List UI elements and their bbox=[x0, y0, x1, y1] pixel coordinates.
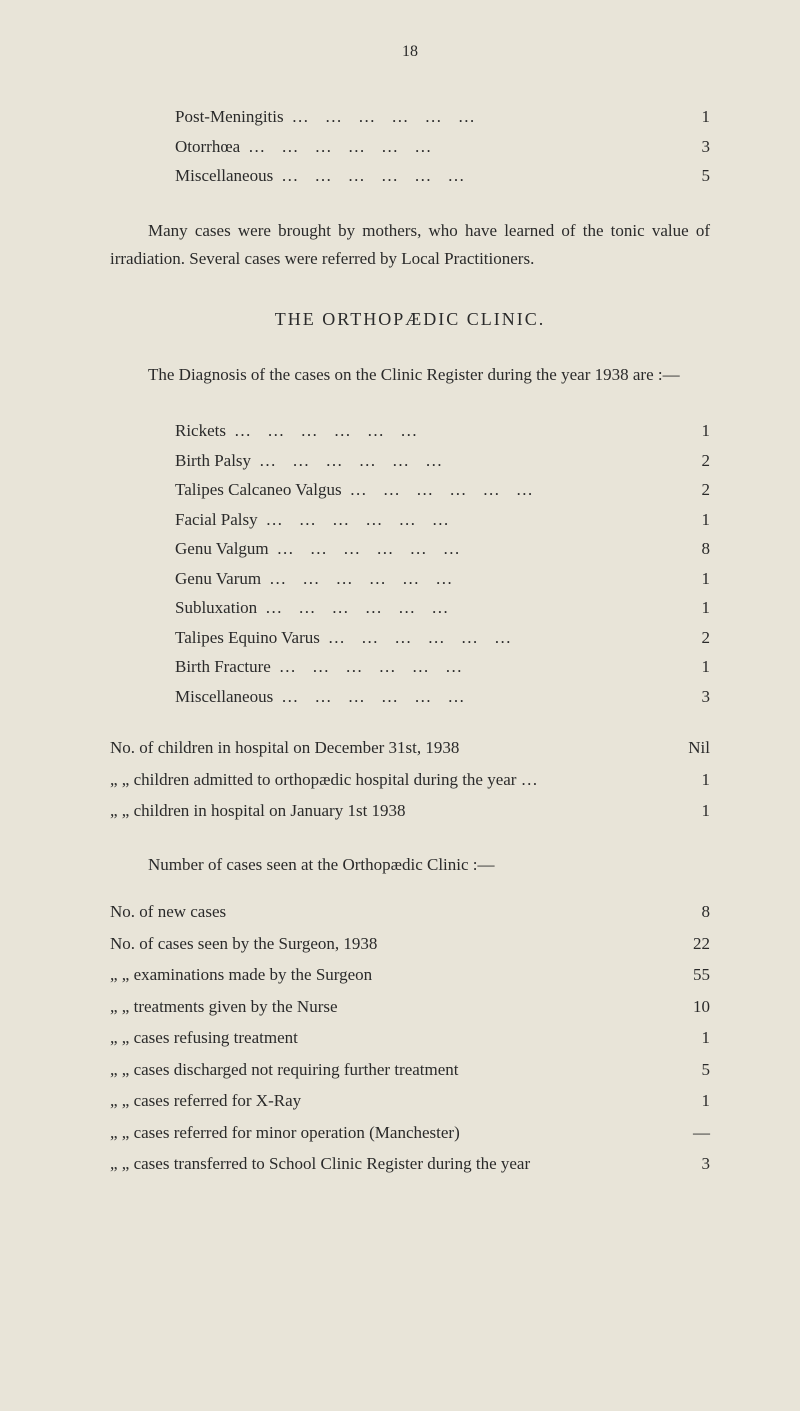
item-value: 2 bbox=[680, 477, 710, 503]
list-item: No. of cases seen by the Surgeon, 1938 2… bbox=[110, 931, 710, 957]
list-item: Subluxation … … … … … … 1 bbox=[110, 595, 710, 621]
item-value: 1 bbox=[680, 566, 710, 592]
list-item: „ „ cases discharged not requiring furth… bbox=[110, 1057, 710, 1083]
subheading-clinic-cases: Number of cases seen at the Orthopædic C… bbox=[110, 852, 710, 878]
list-item: Birth Fracture … … … … … … 1 bbox=[110, 654, 710, 680]
item-value: 5 bbox=[670, 1057, 710, 1083]
item-value: 1 bbox=[670, 1088, 710, 1114]
list-item: Facial Palsy … … … … … … 1 bbox=[110, 507, 710, 533]
item-value: 1 bbox=[680, 418, 710, 444]
item-label: Birth Fracture bbox=[175, 654, 271, 680]
item-label: Facial Palsy bbox=[175, 507, 258, 533]
list-item: Miscellaneous … … … … … … 3 bbox=[110, 684, 710, 710]
item-dots: … … … … … … bbox=[261, 566, 680, 592]
item-value: 1 bbox=[680, 595, 710, 621]
item-label: Talipes Equino Varus bbox=[175, 625, 320, 651]
item-value: 1 bbox=[670, 1025, 710, 1051]
item-label: Genu Valgum bbox=[175, 536, 269, 562]
stats-bottom-list: No. of new cases 8 No. of cases seen by … bbox=[110, 899, 710, 1177]
item-label: „ „ treatments given by the Nurse bbox=[110, 994, 670, 1020]
item-dots: … … … … … … bbox=[342, 477, 680, 503]
item-value: 8 bbox=[670, 899, 710, 925]
item-dots: … … … … … … bbox=[271, 654, 680, 680]
item-label: Subluxation bbox=[175, 595, 257, 621]
item-label: Genu Varum bbox=[175, 566, 261, 592]
item-label: Otorrhœa bbox=[175, 134, 240, 160]
item-label: Rickets bbox=[175, 418, 226, 444]
list-item: „ „ examinations made by the Surgeon 55 bbox=[110, 962, 710, 988]
list-item: Genu Varum … … … … … … 1 bbox=[110, 566, 710, 592]
list-item: „ „ treatments given by the Nurse 10 bbox=[110, 994, 710, 1020]
item-value: 3 bbox=[670, 1151, 710, 1177]
section-heading: THE ORTHOPÆDIC CLINIC. bbox=[110, 306, 710, 333]
item-value: 1 bbox=[680, 507, 710, 533]
item-dots: … … … … … … bbox=[226, 418, 680, 444]
item-label: Birth Palsy bbox=[175, 448, 251, 474]
item-dots: … … … … … … bbox=[320, 625, 680, 651]
item-label: „ „ cases referred for minor operation (… bbox=[110, 1120, 670, 1146]
list-item: Rickets … … … … … … 1 bbox=[110, 418, 710, 444]
list-item: „ „ cases referred for minor operation (… bbox=[110, 1120, 710, 1146]
list-item: Otorrhœa … … … … … … 3 bbox=[110, 134, 710, 160]
list-item: Birth Palsy … … … … … … 2 bbox=[110, 448, 710, 474]
item-value: 1 bbox=[680, 104, 710, 130]
item-label: „ „ cases referred for X-Ray bbox=[110, 1088, 670, 1114]
item-label: No. of new cases bbox=[110, 899, 670, 925]
item-dots: … … … … … … bbox=[269, 536, 680, 562]
item-label: Miscellaneous bbox=[175, 163, 273, 189]
item-value: 5 bbox=[680, 163, 710, 189]
item-dots: … … … … … … bbox=[273, 163, 680, 189]
list-item: No. of new cases 8 bbox=[110, 899, 710, 925]
item-label: „ „ children in hospital on January 1st … bbox=[110, 798, 670, 824]
item-dots: … … … … … … bbox=[251, 448, 680, 474]
list-item: Talipes Calcaneo Valgus … … … … … … 2 bbox=[110, 477, 710, 503]
list-item: Post-Meningitis … … … … … … 1 bbox=[110, 104, 710, 130]
item-value: 2 bbox=[680, 448, 710, 474]
item-dots: … … … … … … bbox=[257, 595, 680, 621]
item-label: Talipes Calcaneo Valgus bbox=[175, 477, 342, 503]
list-item: No. of children in hospital on December … bbox=[110, 735, 710, 761]
list-item: „ „ children admitted to orthopædic hosp… bbox=[110, 767, 710, 793]
item-value: Nil bbox=[670, 735, 710, 761]
list-item: Genu Valgum … … … … … … 8 bbox=[110, 536, 710, 562]
item-label: Miscellaneous bbox=[175, 684, 273, 710]
item-label: „ „ cases transferred to School Clinic R… bbox=[110, 1151, 670, 1177]
item-label: „ „ examinations made by the Surgeon bbox=[110, 962, 670, 988]
page-number: 18 bbox=[110, 40, 710, 64]
item-value: 3 bbox=[680, 134, 710, 160]
item-label: „ „ cases refusing treatment bbox=[110, 1025, 670, 1051]
item-value: 1 bbox=[680, 654, 710, 680]
item-label: „ „ cases discharged not requiring furth… bbox=[110, 1057, 670, 1083]
item-dots: … … … … … … bbox=[284, 104, 680, 130]
item-label: „ „ children admitted to orthopædic hosp… bbox=[110, 767, 670, 793]
top-list: Post-Meningitis … … … … … … 1 Otorrhœa …… bbox=[110, 104, 710, 189]
list-item: Talipes Equino Varus … … … … … … 2 bbox=[110, 625, 710, 651]
item-value: 55 bbox=[670, 962, 710, 988]
item-dots: … … … … … … bbox=[258, 507, 680, 533]
item-dots: … … … … … … bbox=[240, 134, 680, 160]
item-value: 3 bbox=[680, 684, 710, 710]
item-value: 8 bbox=[680, 536, 710, 562]
list-item: „ „ children in hospital on January 1st … bbox=[110, 798, 710, 824]
stats-top-list: No. of children in hospital on December … bbox=[110, 735, 710, 824]
item-label: No. of cases seen by the Surgeon, 1938 bbox=[110, 931, 670, 957]
list-item: Miscellaneous … … … … … … 5 bbox=[110, 163, 710, 189]
list-item: „ „ cases transferred to School Clinic R… bbox=[110, 1151, 710, 1177]
diagnosis-list: Rickets … … … … … … 1 Birth Palsy … … … … bbox=[110, 418, 710, 709]
item-value: 22 bbox=[670, 931, 710, 957]
paragraph-tonic-value: Many cases were brought by mothers, who … bbox=[110, 217, 710, 275]
item-label: No. of children in hospital on December … bbox=[110, 735, 670, 761]
paragraph-diagnosis-intro: The Diagnosis of the cases on the Clinic… bbox=[110, 361, 710, 390]
item-label: Post-Meningitis bbox=[175, 104, 284, 130]
item-dots: … … … … … … bbox=[273, 684, 680, 710]
item-value: 1 bbox=[670, 767, 710, 793]
item-value: 2 bbox=[680, 625, 710, 651]
item-value: 10 bbox=[670, 994, 710, 1020]
list-item: „ „ cases refusing treatment 1 bbox=[110, 1025, 710, 1051]
item-value: 1 bbox=[670, 798, 710, 824]
list-item: „ „ cases referred for X-Ray 1 bbox=[110, 1088, 710, 1114]
item-value: — bbox=[670, 1120, 710, 1146]
